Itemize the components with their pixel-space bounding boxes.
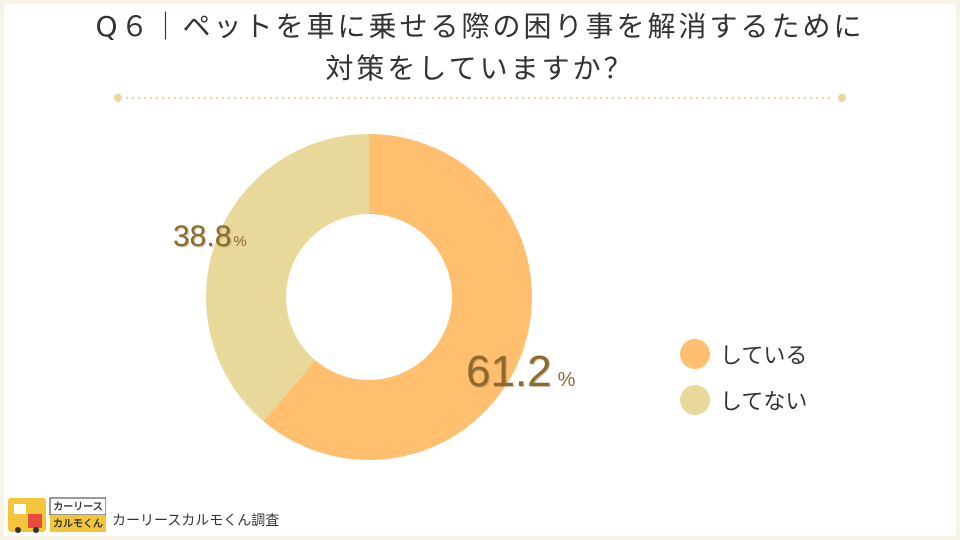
divider-right-dot	[838, 94, 846, 102]
title-line-2: 対策をしていますか？	[325, 52, 635, 85]
logo-mascot-wheel-right	[33, 527, 39, 533]
data-label-not-doing-value: 38.8	[173, 220, 232, 253]
logo-mascot-wheel-left	[15, 527, 21, 533]
logo-bottom-plate	[50, 515, 106, 532]
legend-swatch-doing	[680, 339, 710, 369]
chart-legend: している してない	[680, 338, 807, 430]
brand-footer: カーリース カルモくん カーリースカルモくん調査	[6, 494, 279, 534]
data-label-doing: 61.2%	[466, 347, 575, 397]
title-line-1: Q６｜ペットを車に乗せる際の困り事を解消するために	[95, 10, 865, 43]
data-label-not-doing: 38.8%	[173, 220, 247, 254]
data-label-not-doing-unit: %	[233, 233, 247, 250]
brand-caption: カーリースカルモくん調査	[112, 513, 280, 529]
logo-mascot-car	[28, 514, 42, 528]
data-label-doing-unit: %	[557, 369, 576, 391]
legend-swatch-not-doing	[680, 385, 710, 415]
logo-bottom-text: カルモくん	[53, 518, 103, 530]
legend-label-not-doing: してない	[720, 390, 808, 415]
divider-left-dot	[114, 94, 122, 102]
donut-slice-not-doing	[205, 134, 369, 422]
donut-inner-ring	[289, 217, 449, 377]
logo-top-text: カーリース	[53, 501, 103, 513]
donut-slices	[205, 134, 532, 460]
brand-logo: カーリース カルモくん	[8, 497, 106, 533]
legend-item-not-doing: してない	[680, 384, 807, 416]
logo-mascot-window	[14, 504, 26, 514]
title-divider	[114, 94, 846, 102]
data-label-doing-value: 61.2	[466, 347, 552, 396]
legend-item-doing: している	[680, 338, 807, 370]
legend-label-doing: している	[720, 344, 808, 369]
page-title: Q６｜ペットを車に乗せる際の困り事を解消するために 対策をしていますか？	[0, 6, 960, 90]
donut-slice-doing	[263, 134, 532, 460]
